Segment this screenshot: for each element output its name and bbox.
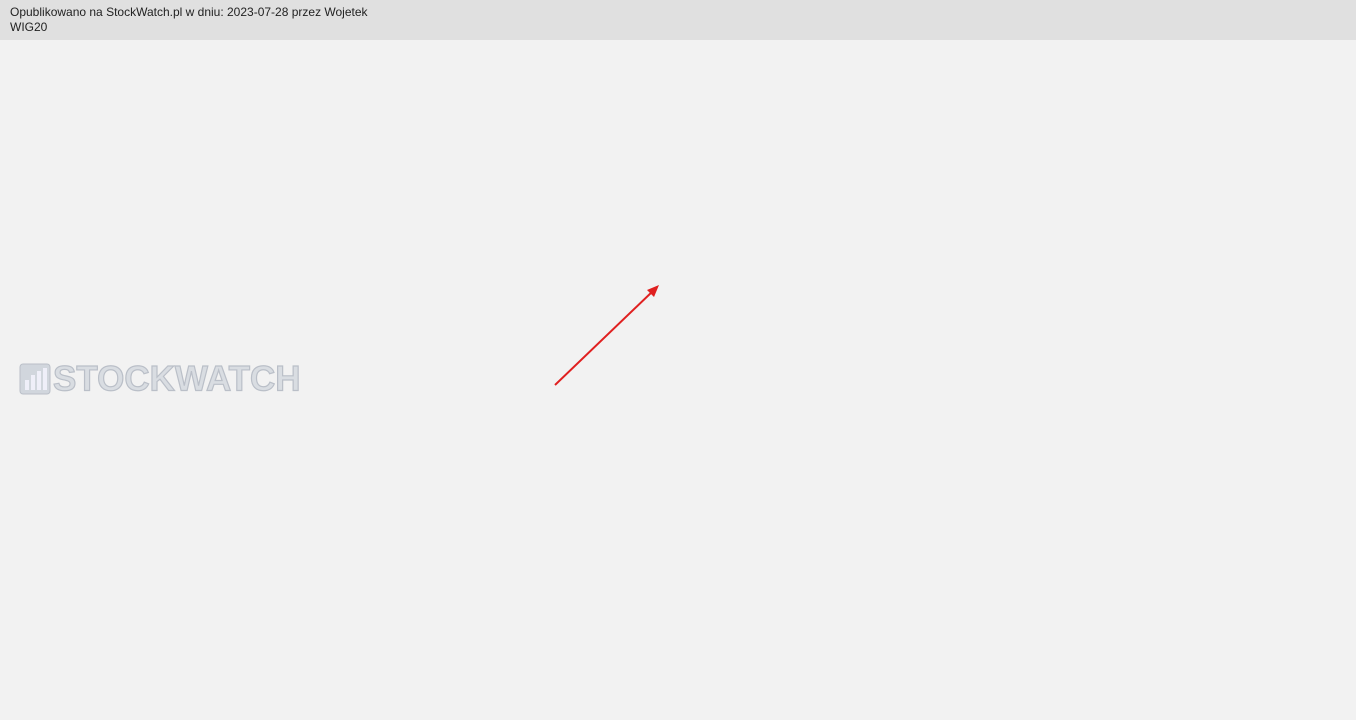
header-symbol: WIG20 <box>10 20 48 34</box>
arrow-head <box>647 285 659 297</box>
watermark: STOCKWATCH <box>19 359 301 399</box>
header-published: Opublikowano na StockWatch.pl w dniu: 20… <box>10 5 369 19</box>
annotation-arrow <box>554 285 659 386</box>
watermark-icon-bar <box>37 371 41 390</box>
watermark-text: STOCKWATCH <box>53 359 301 398</box>
header-bar <box>0 0 1356 40</box>
watermark-icon-bar <box>31 375 35 390</box>
arrow-shaft <box>554 289 655 386</box>
watermark-icon-bar <box>25 380 29 390</box>
watermark-icon-bar <box>43 368 47 390</box>
